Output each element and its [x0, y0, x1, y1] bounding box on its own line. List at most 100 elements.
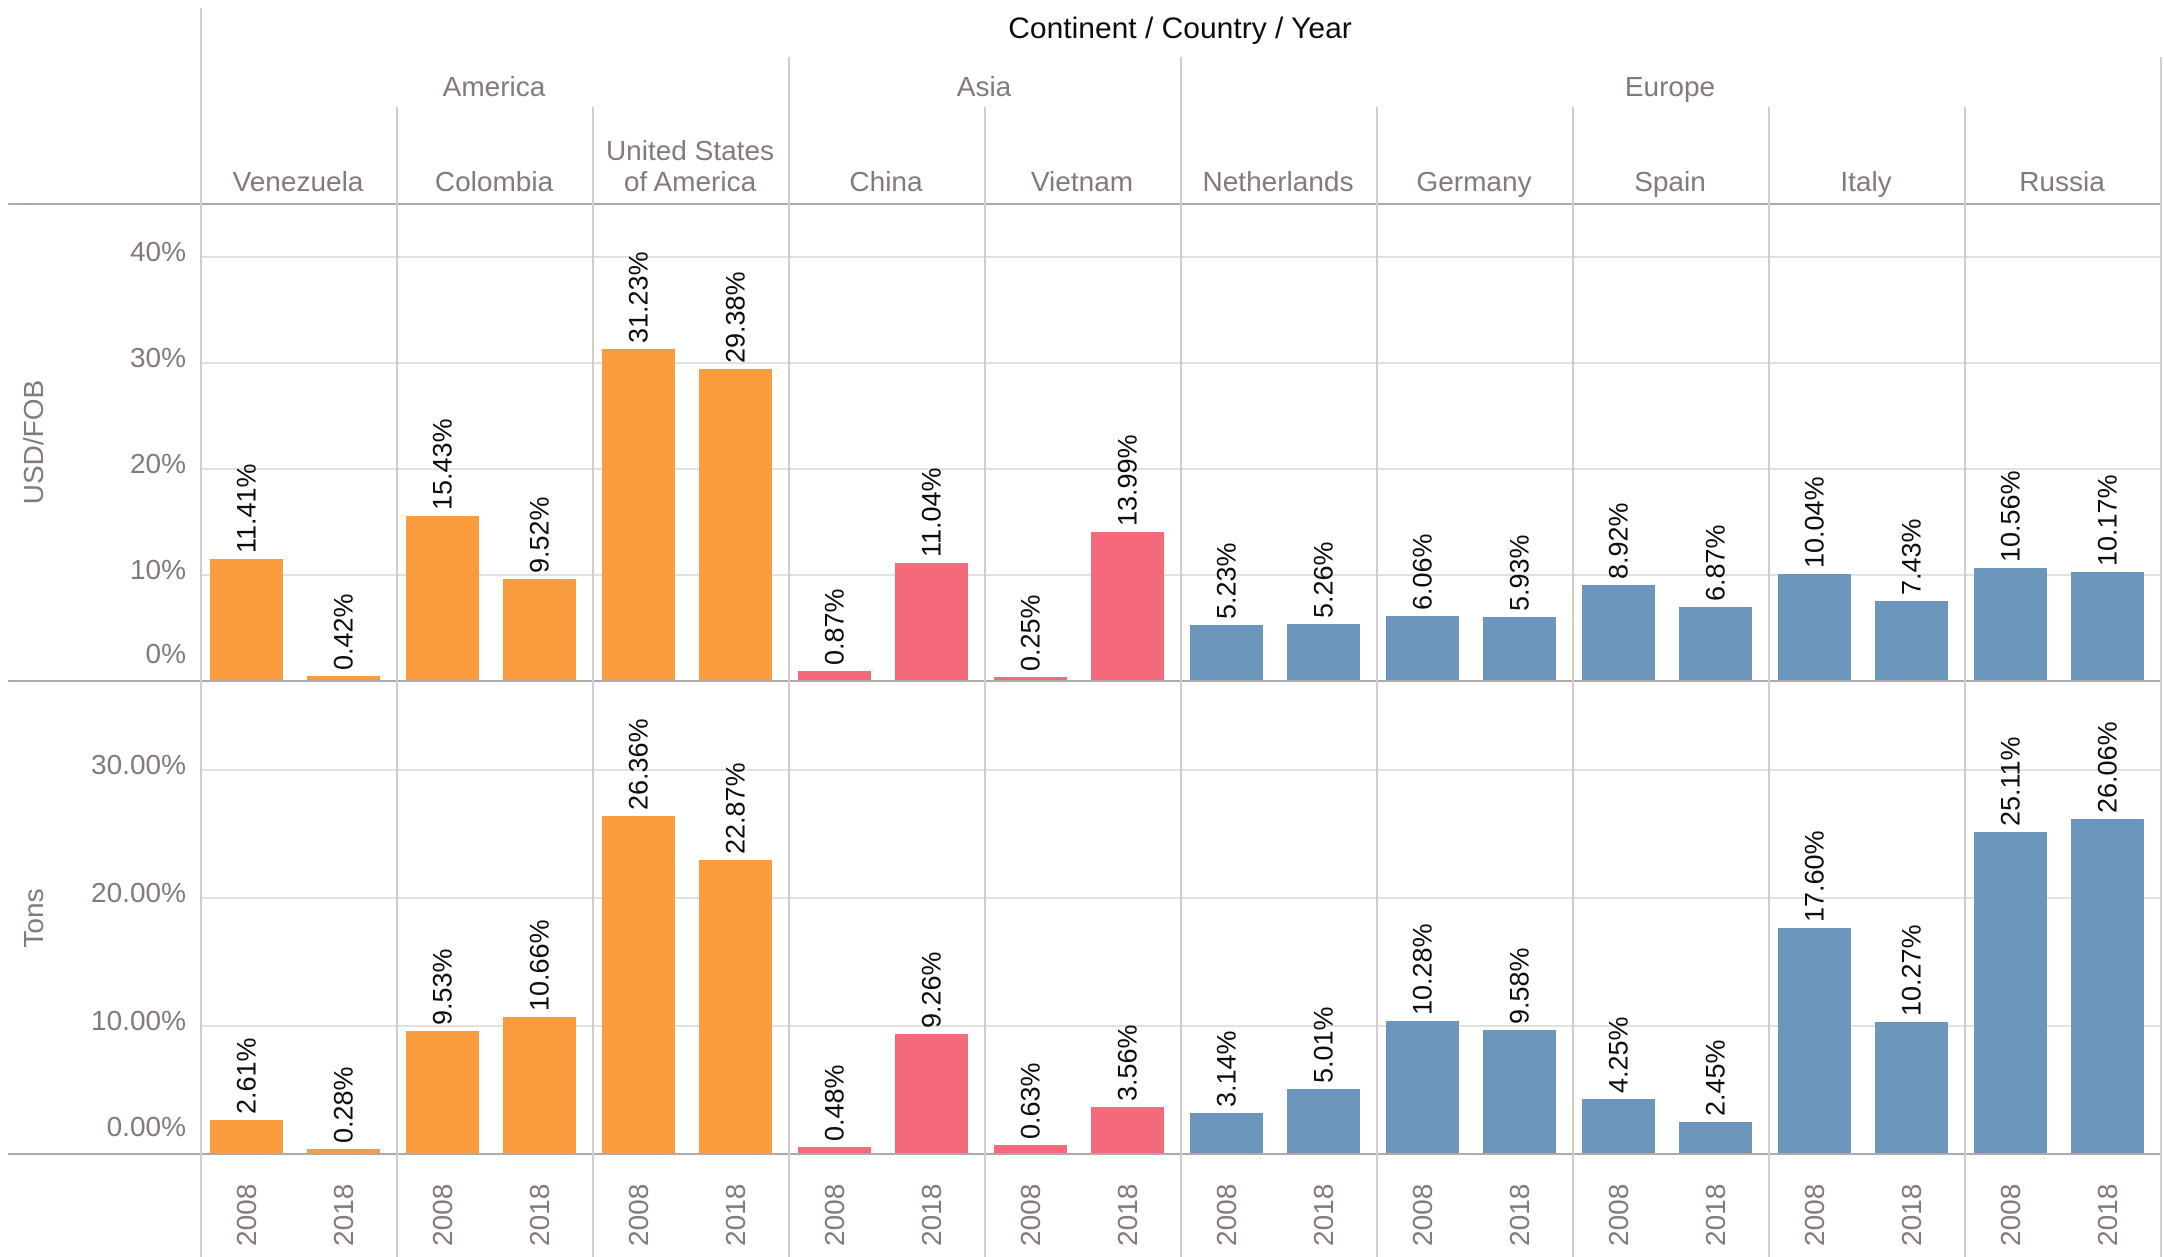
- bar[interactable]: [1287, 624, 1360, 680]
- bar[interactable]: [1287, 1088, 1360, 1153]
- bar[interactable]: [602, 815, 675, 1153]
- bar-value-label: 17.60%: [1799, 830, 1829, 922]
- bar[interactable]: [1386, 1021, 1459, 1153]
- bar-value-label: 0.28%: [328, 1066, 358, 1144]
- bar-value-label: 10.27%: [1896, 923, 1926, 1016]
- bar[interactable]: [1679, 1121, 1752, 1153]
- y-tick-label: 40%: [129, 236, 186, 267]
- bar[interactable]: [210, 559, 283, 680]
- chart-title: Continent / Country / Year: [1008, 12, 1352, 45]
- bar[interactable]: [1778, 573, 1851, 680]
- bar-value-label: 13.99%: [1112, 434, 1142, 526]
- bar[interactable]: [1679, 607, 1752, 680]
- bar-value-label: 5.93%: [1504, 534, 1534, 612]
- x-tick-year-label: 2018: [1699, 1183, 1731, 1246]
- country-separator: [1964, 107, 1966, 1257]
- bar[interactable]: [307, 1149, 380, 1153]
- bar[interactable]: [1875, 1021, 1948, 1153]
- bar[interactable]: [699, 860, 772, 1153]
- x-tick-year-label: 2018: [1307, 1183, 1339, 1246]
- bar[interactable]: [602, 348, 675, 680]
- x-tick-year-label: 2008: [1798, 1183, 1830, 1246]
- bar-value-label: 3.56%: [1112, 1024, 1142, 1102]
- bar-value-label: 5.26%: [1308, 541, 1338, 619]
- y-tick-label: 30%: [129, 342, 186, 373]
- bar[interactable]: [798, 1146, 871, 1153]
- bar[interactable]: [1974, 831, 2047, 1153]
- country-label: United States of America: [605, 135, 775, 197]
- bar[interactable]: [2071, 819, 2144, 1153]
- country-label: Italy: [1840, 166, 1892, 197]
- bar[interactable]: [1778, 927, 1851, 1153]
- x-tick-year-label: 2018: [1111, 1183, 1143, 1246]
- y-tick-label: 0%: [145, 638, 186, 669]
- x-tick-year-label: 2008: [622, 1183, 654, 1246]
- x-tick-year-label: 2008: [426, 1183, 458, 1246]
- x-tick-year-label: 2018: [915, 1183, 947, 1246]
- y-tick-label: 0.00%: [106, 1111, 186, 1142]
- bar-value-label: 26.36%: [623, 718, 653, 810]
- axis-line: [8, 203, 2160, 205]
- bar[interactable]: [1974, 568, 2047, 680]
- bar[interactable]: [210, 1119, 283, 1153]
- continent-label: Asia: [956, 71, 1012, 102]
- bar[interactable]: [1483, 617, 1556, 680]
- y-tick-label: 20%: [129, 448, 186, 479]
- bar[interactable]: [406, 1031, 479, 1153]
- x-tick-year-label: 2008: [818, 1183, 850, 1246]
- bar-value-label: 11.41%: [231, 463, 261, 554]
- bar-value-label: 10.28%: [1407, 923, 1437, 1016]
- country-label: Netherlands: [1202, 166, 1354, 197]
- bar-value-label: 9.26%: [916, 951, 946, 1029]
- country-label: China: [849, 166, 923, 197]
- country-separator: [1572, 107, 1574, 1257]
- plot-right-border: [2160, 57, 2162, 1257]
- bar-value-label: 10.17%: [2092, 474, 2122, 567]
- bar[interactable]: [1582, 585, 1655, 680]
- bar[interactable]: [798, 670, 871, 680]
- bar-value-label: 3.14%: [1211, 1030, 1241, 1107]
- x-tick-year-label: 2008: [1994, 1183, 2026, 1246]
- y-tick-label: 20.00%: [91, 877, 186, 908]
- bar[interactable]: [406, 516, 479, 680]
- bar-value-label: 9.52%: [524, 496, 554, 574]
- bar[interactable]: [503, 1016, 576, 1153]
- x-tick-year-label: 2018: [327, 1183, 359, 1246]
- bar[interactable]: [1483, 1030, 1556, 1153]
- bar[interactable]: [1386, 615, 1459, 680]
- row-axis-title: USD/FOB: [18, 379, 49, 504]
- bar[interactable]: [307, 675, 380, 680]
- bar[interactable]: [1190, 1112, 1263, 1153]
- x-tick-year-label: 2018: [1503, 1183, 1535, 1246]
- bar[interactable]: [2071, 572, 2144, 680]
- bar[interactable]: [1190, 624, 1263, 680]
- continent-separator: [788, 57, 790, 1257]
- x-tick-year-label: 2018: [2091, 1183, 2123, 1246]
- bar-value-label: 2.61%: [231, 1037, 261, 1114]
- y-tick-label: 10.00%: [91, 1005, 186, 1036]
- bar[interactable]: [895, 1034, 968, 1153]
- bar-value-label: 26.06%: [2092, 721, 2122, 814]
- bar-value-label: 31.23%: [623, 251, 653, 343]
- bar-value-label: 0.87%: [819, 588, 849, 665]
- bar[interactable]: [1582, 1098, 1655, 1153]
- bar[interactable]: [994, 1144, 1067, 1153]
- bar-value-label: 9.53%: [427, 948, 457, 1026]
- bar[interactable]: [1091, 1107, 1164, 1153]
- country-label: Vietnam: [1030, 166, 1134, 197]
- bar-value-label: 6.06%: [1407, 533, 1437, 610]
- bar-value-label: 25.11%: [1995, 736, 2025, 826]
- bar[interactable]: [994, 677, 1067, 680]
- bar-value-label: 8.92%: [1603, 502, 1633, 580]
- bar[interactable]: [1875, 601, 1948, 680]
- country-separator: [592, 107, 594, 1257]
- bar-value-label: 29.38%: [720, 270, 750, 363]
- bar[interactable]: [1091, 531, 1164, 680]
- bar[interactable]: [699, 368, 772, 680]
- bar-value-label: 7.43%: [1896, 518, 1926, 596]
- country-separator: [396, 107, 398, 1257]
- bar[interactable]: [895, 562, 968, 680]
- bar-value-label: 22.87%: [720, 762, 750, 855]
- bar[interactable]: [503, 579, 576, 680]
- x-tick-year-label: 2018: [523, 1183, 555, 1246]
